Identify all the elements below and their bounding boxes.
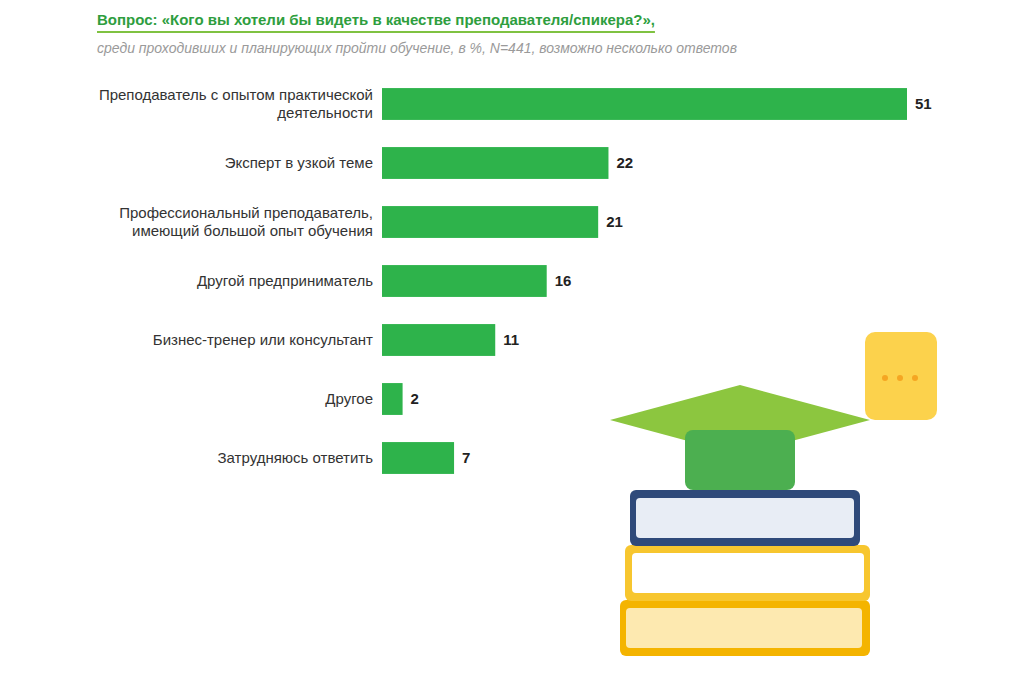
bar (382, 383, 403, 415)
subtitle: среди проходивших и планирующих пройти о… (97, 40, 737, 56)
illustration-shape (620, 600, 870, 656)
tick: Преподаватель с опытом практическойдеяте… (99, 86, 382, 121)
tick-label: Другой предприниматель (197, 272, 373, 289)
tick-label: Другое (325, 390, 373, 407)
y-axis: Преподаватель с опытом практическойдеяте… (99, 86, 382, 466)
bar (382, 265, 547, 297)
tick-label: Преподаватель с опытом практическойдеяте… (99, 86, 373, 121)
tick: Затрудняюсь ответить (218, 449, 382, 466)
data-label: 21 (606, 213, 623, 230)
illustration-shape (685, 430, 795, 490)
data-label: 16 (555, 272, 572, 289)
bar (382, 88, 907, 120)
tick: Другое (325, 390, 382, 407)
data-label: 7 (462, 449, 470, 466)
illustration-shape (882, 375, 888, 381)
illustration-shape (626, 608, 862, 648)
data-label: 2 (411, 390, 419, 407)
illustration-shape (625, 545, 870, 601)
data-label: 51 (915, 95, 932, 112)
chart: Вопрос: «Кого вы хотели бы видеть в каче… (0, 0, 1024, 698)
tick-label: Эксперт в узкой теме (225, 154, 373, 171)
illustration (610, 332, 937, 656)
title-underline (97, 31, 655, 33)
bar (382, 442, 454, 474)
illustration-shape (636, 498, 854, 538)
title: Вопрос: «Кого вы хотели бы видеть в каче… (97, 11, 655, 28)
tick: Бизнес-тренер или консультант (153, 331, 382, 348)
illustration-shape (897, 375, 903, 381)
illustration-shape (630, 490, 860, 546)
data-labels: 51 22 21 16 11 2 7 (411, 95, 932, 466)
data-label: 22 (616, 154, 633, 171)
tick-label: Бизнес-тренер или консультант (153, 331, 373, 348)
tick: Профессиональный преподаватель,имеющий б… (119, 204, 382, 239)
tick-label: Затрудняюсь ответить (218, 449, 374, 466)
bar (382, 324, 495, 356)
bar (382, 147, 608, 179)
bars (382, 88, 907, 474)
illustration-shape (912, 375, 918, 381)
data-label: 11 (503, 331, 519, 348)
illustration-shape (865, 332, 937, 420)
illustration-shape (632, 553, 864, 593)
tick-label: Профессиональный преподаватель,имеющий б… (119, 204, 373, 239)
bar (382, 206, 598, 238)
tick: Эксперт в узкой теме (225, 154, 382, 171)
tick: Другой предприниматель (197, 272, 382, 289)
